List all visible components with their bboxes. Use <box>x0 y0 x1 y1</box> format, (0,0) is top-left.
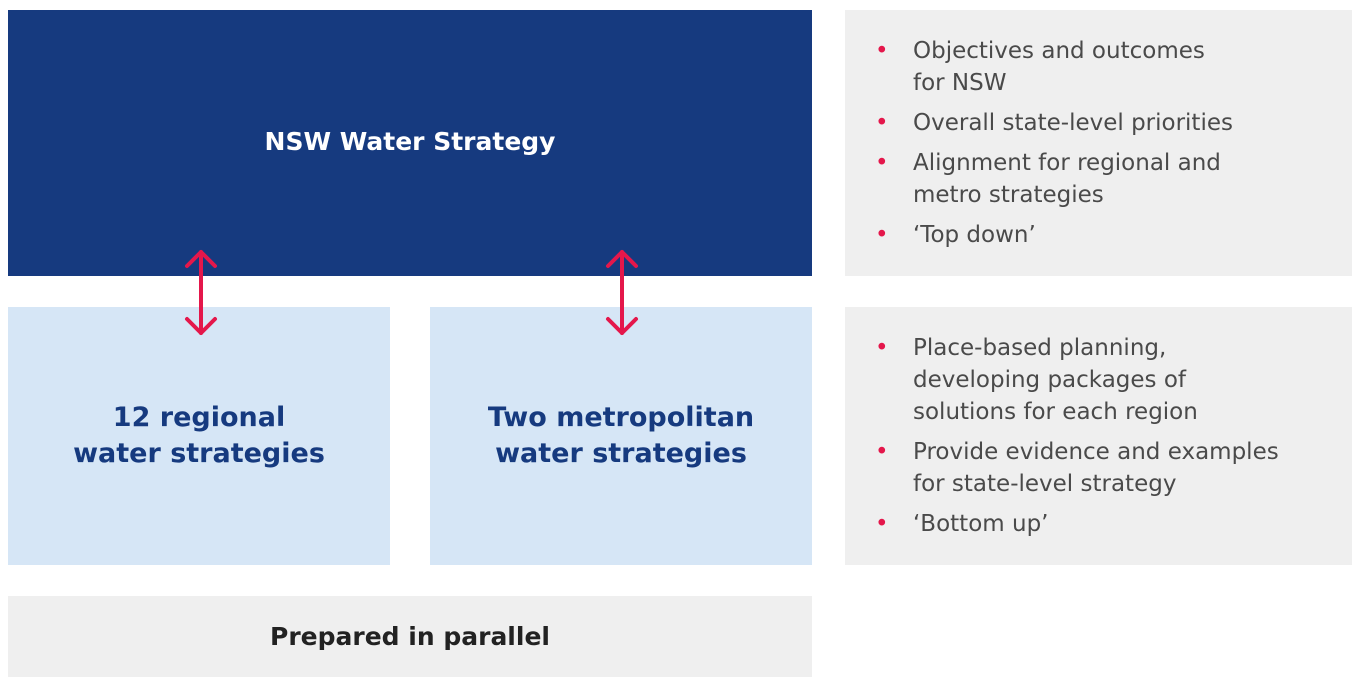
bullet-line: developing packages of <box>913 367 1187 393</box>
bullet-line: for state-level strategy <box>913 471 1177 497</box>
bullet-item: Overall state-level priorities <box>875 107 1352 139</box>
bullet-line: Provide evidence and examples <box>913 439 1279 465</box>
bullet-line: Objectives and outcomes <box>913 38 1205 64</box>
bottom-box: Prepared in parallel <box>8 596 812 677</box>
box-line: water strategies <box>73 438 325 469</box>
bullet-item: Objectives and outcomes for NSW <box>875 35 1352 99</box>
bullet-line: metro strategies <box>913 182 1104 208</box>
arrow <box>185 250 217 335</box>
bullet-item: Alignment for regional and metro strategi… <box>875 147 1352 211</box>
box-line: Two metropolitan <box>487 402 755 433</box>
bottom-notes: Place-based planning, developing packages… <box>845 307 1352 565</box>
bottom-title: Prepared in parallel <box>270 622 550 651</box>
bullet-item: ‘Bottom up’ <box>875 508 1352 540</box>
top-title: NSW Water Strategy <box>264 126 556 156</box>
top-box: NSW Water Strategy <box>8 10 812 276</box>
bullet-line: Alignment for regional and <box>913 150 1221 176</box>
bullet-line: ‘Top down’ <box>913 222 1036 248</box>
bullet-line: Overall state-level priorities <box>913 110 1233 136</box>
bullet-line: Place-based planning, <box>913 335 1167 361</box>
bullet-line: for NSW <box>913 70 1007 96</box>
arrow <box>606 250 638 335</box>
top-notes: Objectives and outcomes for NSW Overall st… <box>845 10 1352 276</box>
bullet-line: solutions for each region <box>913 399 1198 425</box>
bullet-item: ‘Top down’ <box>875 219 1352 251</box>
regional-box: 12 regional water strategies <box>8 307 390 565</box>
metro-box: Two metropolitan water strategies <box>430 307 812 565</box>
box-line: water strategies <box>495 438 747 469</box>
box-line: 12 regional <box>112 402 286 433</box>
bullet-item: Place-based planning, developing packages… <box>875 332 1352 428</box>
bullet-item: Provide evidence and examples for state-l… <box>875 436 1352 500</box>
bullet-line: ‘Bottom up’ <box>913 511 1049 537</box>
